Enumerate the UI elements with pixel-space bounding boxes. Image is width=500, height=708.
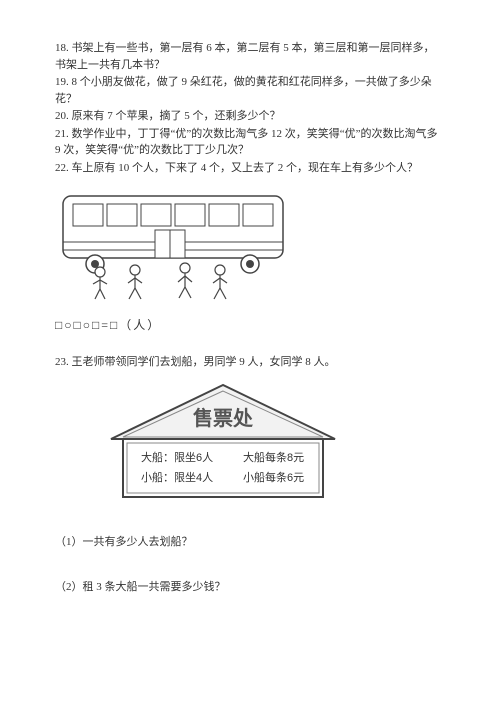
question-22: 22. 车上原有 10 个人，下来了 4 个，又上去了 2 个，现在车上有多少个… — [55, 160, 445, 177]
bus-illustration — [55, 184, 445, 304]
question-23-2: （2）租 3 条大船一共需要多少钱？ — [55, 579, 445, 596]
question-19: 19. 8 个小朋友做花，做了 9 朵红花，做的黄花和红花同样多，一共做了多少朵… — [55, 74, 445, 107]
question-18: 18. 书架上有一些书，第一层有 6 本，第二层有 5 本，第三层和第一层同样多… — [55, 40, 445, 73]
big-boat-seat: 大船：限坐6人 — [141, 450, 213, 464]
question-21: 21. 数学作业中，丁丁得“优”的次数比淘气多 12 次，笑笑得“优”的次数比淘… — [55, 126, 445, 159]
equation-template: □○□○□=□（人） — [55, 316, 445, 334]
small-boat-seat: 小船：限坐4人 — [141, 470, 213, 484]
question-23-1: （1）一共有多少人去划船？ — [55, 534, 445, 551]
question-20: 20. 原来有 7 个苹果，摘了 5 个，还剩多少个？ — [55, 108, 445, 125]
big-boat-price: 大船每条8元 — [243, 450, 304, 464]
small-boat-price: 小船每条6元 — [243, 470, 304, 484]
ticket-title: 售票处 — [193, 406, 254, 430]
question-23: 23. 王老师带领同学们去划船，男同学 9 人，女同学 8 人。 — [55, 354, 445, 371]
ticket-booth-illustration: 售票处 大船：限坐6人 大船每条8元 小船：限坐4人 小船每条6元 — [93, 381, 445, 517]
